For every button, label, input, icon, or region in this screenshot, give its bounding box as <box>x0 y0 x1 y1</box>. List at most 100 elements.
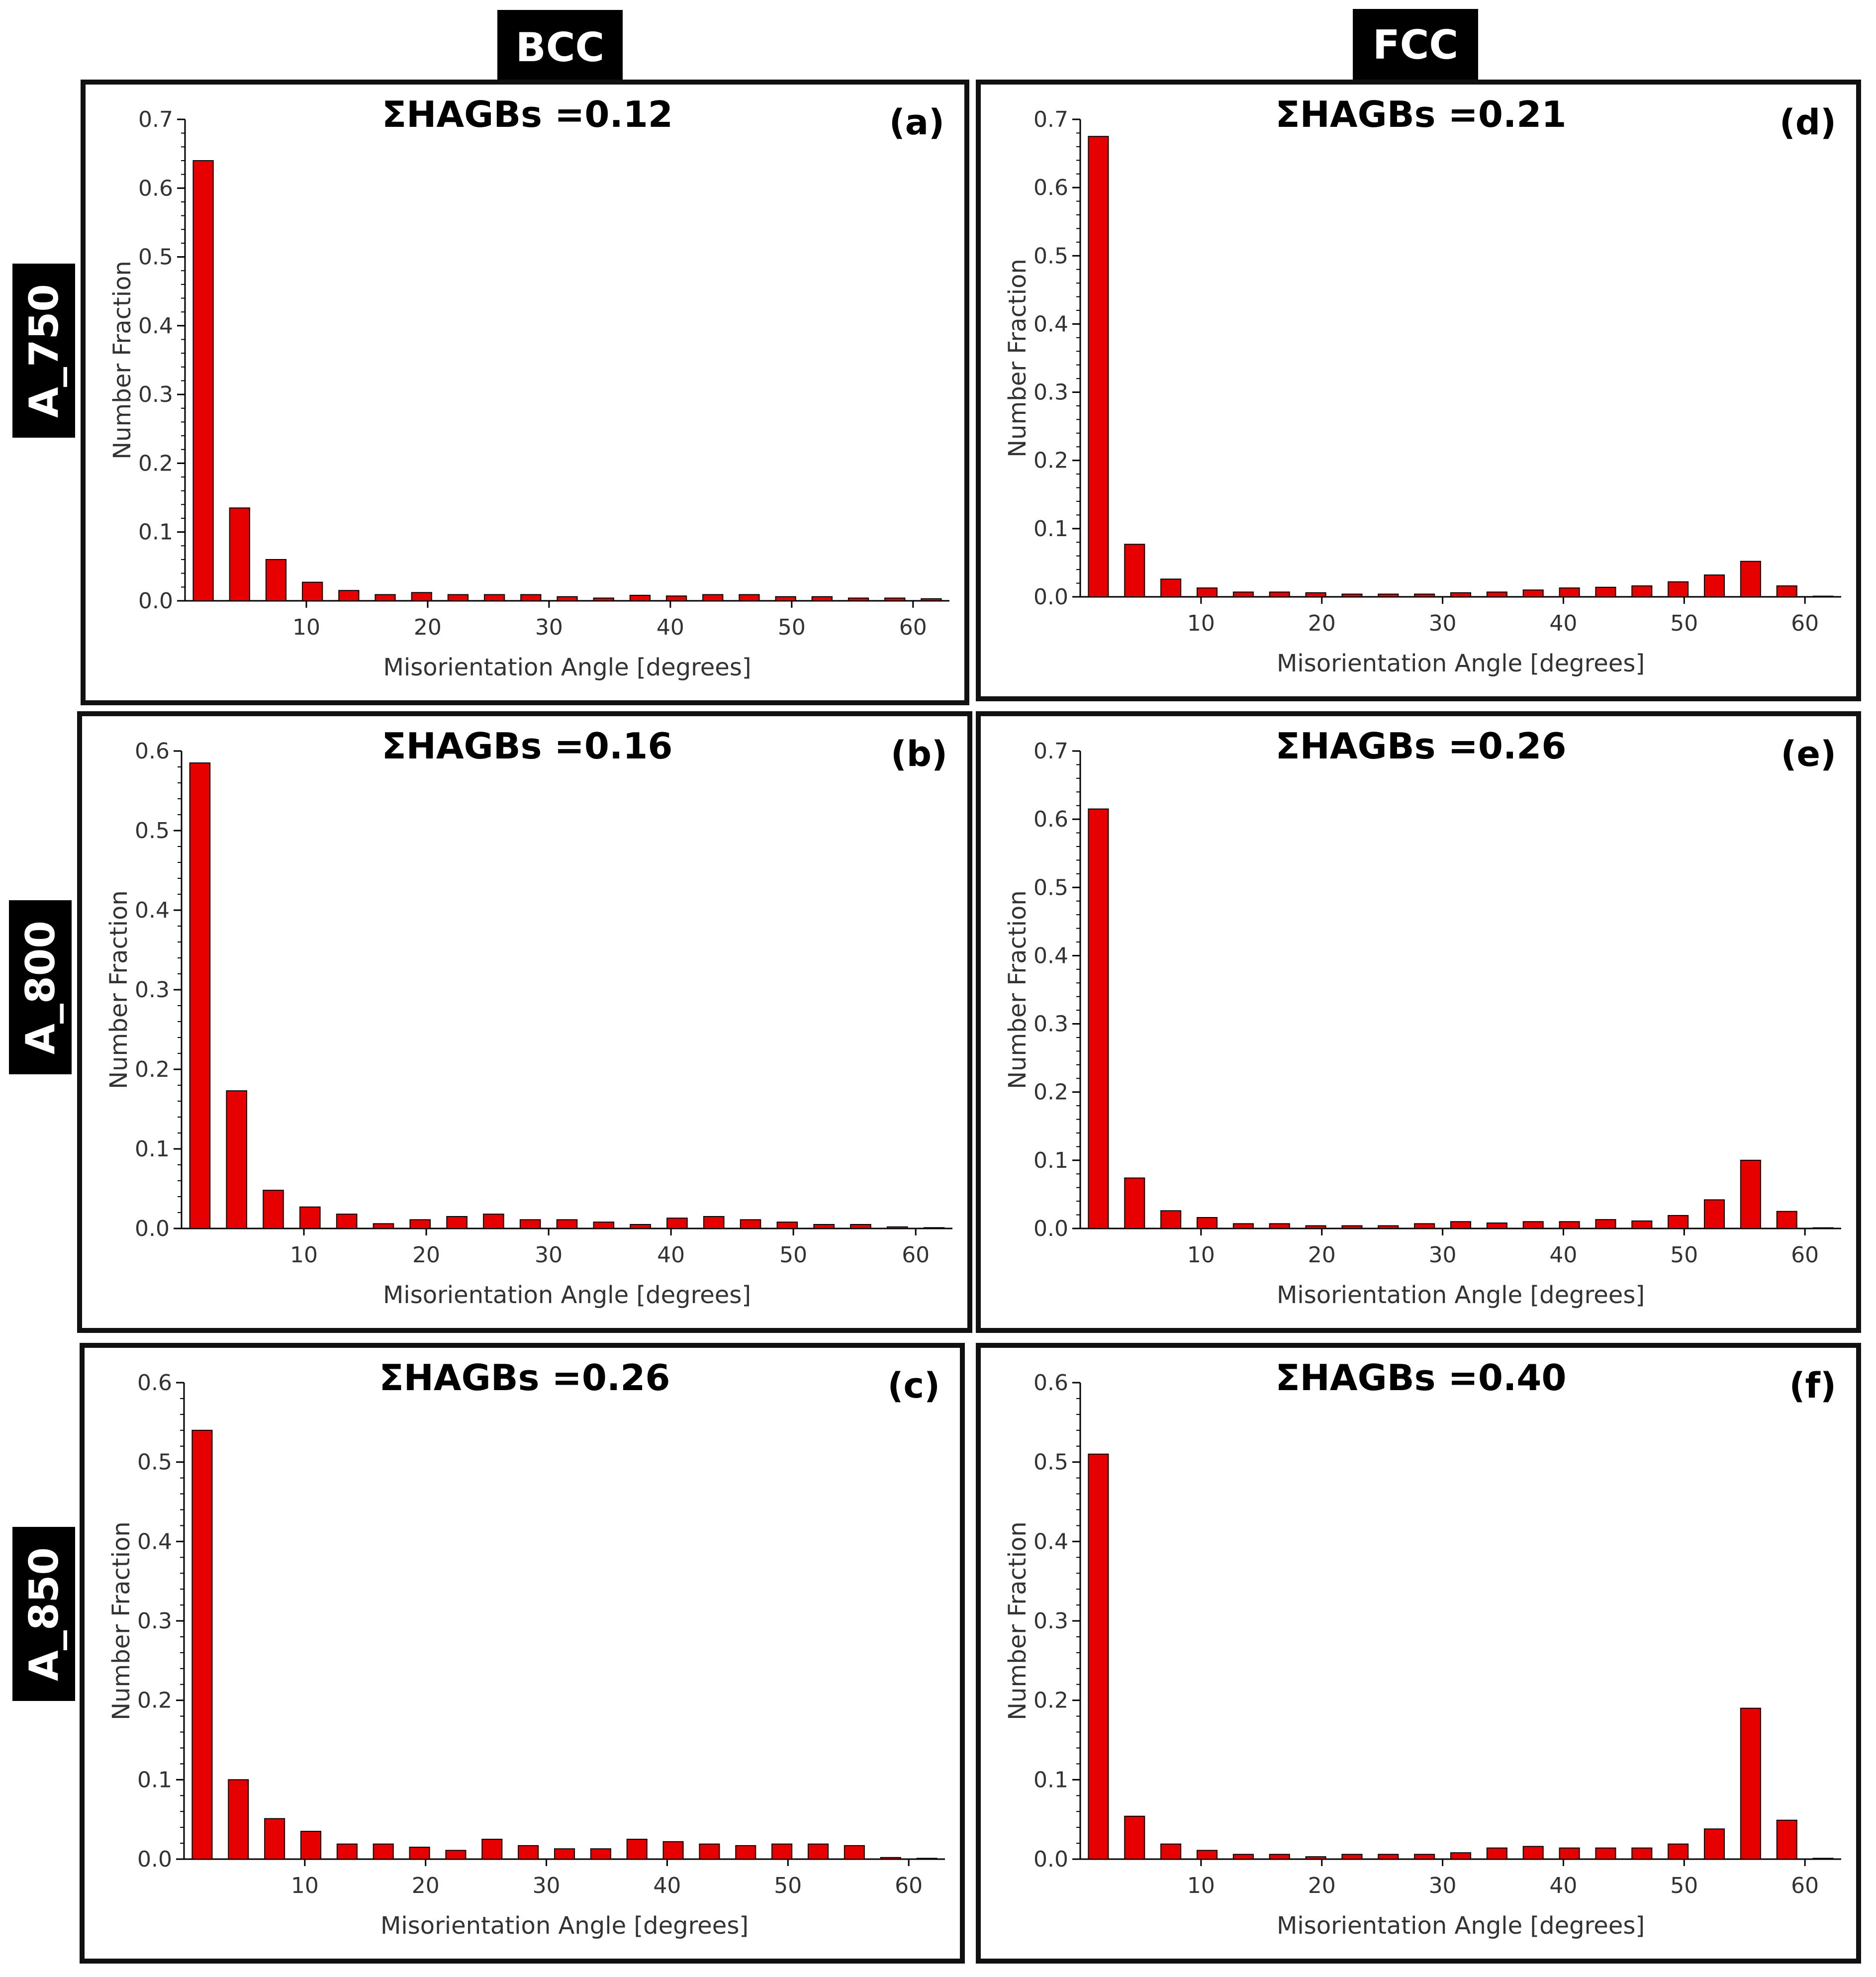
bar <box>1776 1211 1797 1229</box>
x-tick-label: 10 <box>291 1873 319 1898</box>
y-tick-label: 0.3 <box>138 382 173 407</box>
bar <box>1196 1217 1218 1229</box>
bar <box>1124 544 1145 598</box>
bar <box>626 1839 648 1860</box>
bar <box>557 596 578 602</box>
bar <box>1341 1225 1363 1229</box>
x-tick-label: 40 <box>657 1242 685 1268</box>
row-header-a850: A_850 <box>12 1527 75 1701</box>
y-tick-label: 0.0 <box>138 588 173 614</box>
y-tick-label: 0.6 <box>135 739 170 764</box>
x-tick-label: 30 <box>533 1873 561 1898</box>
chart-e: ΣHAGBs =0.26 (e) 0.0 0.1 0.2 0.3 0.4 0.5 0.6 0.7 1… <box>1004 725 1841 1309</box>
x-tick-label: 60 <box>895 1873 923 1898</box>
x-tick-label: 60 <box>1791 1242 1819 1268</box>
bar <box>299 1206 321 1229</box>
column-header-bcc: BCC <box>497 10 623 85</box>
bar <box>519 1219 541 1229</box>
panel-label: (e) <box>1781 734 1836 774</box>
x-tick-label: 60 <box>899 615 927 640</box>
y-tick-label: 0.5 <box>1033 875 1068 900</box>
y-tick-label: 0.6 <box>1033 175 1068 200</box>
bar <box>1668 1215 1689 1229</box>
x-tick-label: 20 <box>1308 611 1336 636</box>
y-tick-label: 0.6 <box>138 176 173 201</box>
bar <box>300 1831 322 1860</box>
y-tick-label: 0.4 <box>138 313 173 339</box>
x-axis-label: Misorientation Angle [degrees] <box>383 654 751 681</box>
x-tick-label: 50 <box>779 1242 807 1268</box>
bar <box>1378 593 1399 597</box>
bar <box>1559 1847 1580 1860</box>
y-tick-label: 0.1 <box>1033 1767 1068 1792</box>
bar <box>191 1429 213 1860</box>
panel-label: (c) <box>888 1365 940 1406</box>
bar <box>665 595 687 601</box>
bar <box>1378 1854 1399 1860</box>
y-axis-label: Number Fraction <box>1004 259 1032 458</box>
bar <box>263 1190 284 1229</box>
y-tick-label: 0.2 <box>135 1057 170 1082</box>
x-tick-label: 30 <box>535 1242 563 1268</box>
bar <box>916 1858 938 1860</box>
x-tick-label: 20 <box>1308 1242 1336 1268</box>
bar <box>338 590 360 601</box>
y-tick-label: 0.6 <box>1033 1370 1068 1396</box>
bar <box>1305 1225 1326 1229</box>
y-tick-label: 0.0 <box>137 1847 172 1872</box>
bar <box>1160 1843 1182 1860</box>
x-tick-label: 30 <box>1429 1242 1457 1268</box>
x-tick-label: 20 <box>412 1242 440 1268</box>
bar <box>884 597 906 602</box>
chart-title: ΣHAGBs =0.40 <box>1275 1357 1566 1399</box>
x-tick-label: 20 <box>1308 1873 1336 1898</box>
x-tick-label: 40 <box>653 1873 681 1898</box>
y-tick-label: 0.5 <box>1033 1450 1068 1475</box>
bar <box>662 1841 684 1860</box>
y-tick-label: 0.4 <box>137 1529 172 1554</box>
y-axis-label: Number Fraction <box>108 261 136 460</box>
bar <box>556 1219 578 1229</box>
bar <box>735 1845 756 1860</box>
chart-title: ΣHAGBs =0.26 <box>1275 725 1566 767</box>
bar <box>1232 591 1254 598</box>
bar <box>886 1226 908 1229</box>
bar <box>776 1222 798 1229</box>
x-tick-label: 60 <box>1791 611 1819 636</box>
bar <box>229 507 250 601</box>
bar <box>630 1224 651 1229</box>
bar <box>1703 1828 1725 1860</box>
bar <box>1450 1852 1472 1860</box>
chart-c: ΣHAGBs =0.26 (c) 0.0 0.1 0.2 0.3 0.4 0.5 0.6 10 20… <box>107 1357 945 1940</box>
bar <box>1341 1854 1363 1860</box>
y-tick-label: 0.7 <box>138 107 173 132</box>
y-tick-label: 0.3 <box>135 977 170 1003</box>
x-tick-label: 50 <box>778 615 806 640</box>
y-tick-label: 0.1 <box>1033 1148 1068 1173</box>
bar <box>1269 591 1290 598</box>
bar <box>373 1843 394 1860</box>
bar <box>1740 1707 1761 1860</box>
x-tick-label: 40 <box>1549 1242 1577 1268</box>
bar <box>409 1847 430 1860</box>
bar <box>811 596 833 602</box>
bar <box>844 1845 865 1860</box>
bar <box>447 594 469 602</box>
y-tick-label: 0.4 <box>1033 311 1068 337</box>
bar <box>1703 574 1725 597</box>
bar <box>1414 1854 1435 1860</box>
panel-label: (b) <box>891 734 947 774</box>
bar <box>1160 578 1182 597</box>
bar <box>699 1843 720 1860</box>
bar <box>1522 1846 1544 1860</box>
x-tick-label: 50 <box>1670 611 1698 636</box>
bar <box>1341 593 1363 597</box>
y-tick-label: 0.2 <box>137 1688 172 1713</box>
bar <box>807 1843 829 1860</box>
bar <box>1124 1177 1145 1229</box>
x-tick-label: 10 <box>1187 611 1215 636</box>
bar <box>1196 1850 1218 1860</box>
bar <box>1559 587 1580 598</box>
bar <box>1740 561 1761 598</box>
bar <box>1486 1847 1507 1860</box>
